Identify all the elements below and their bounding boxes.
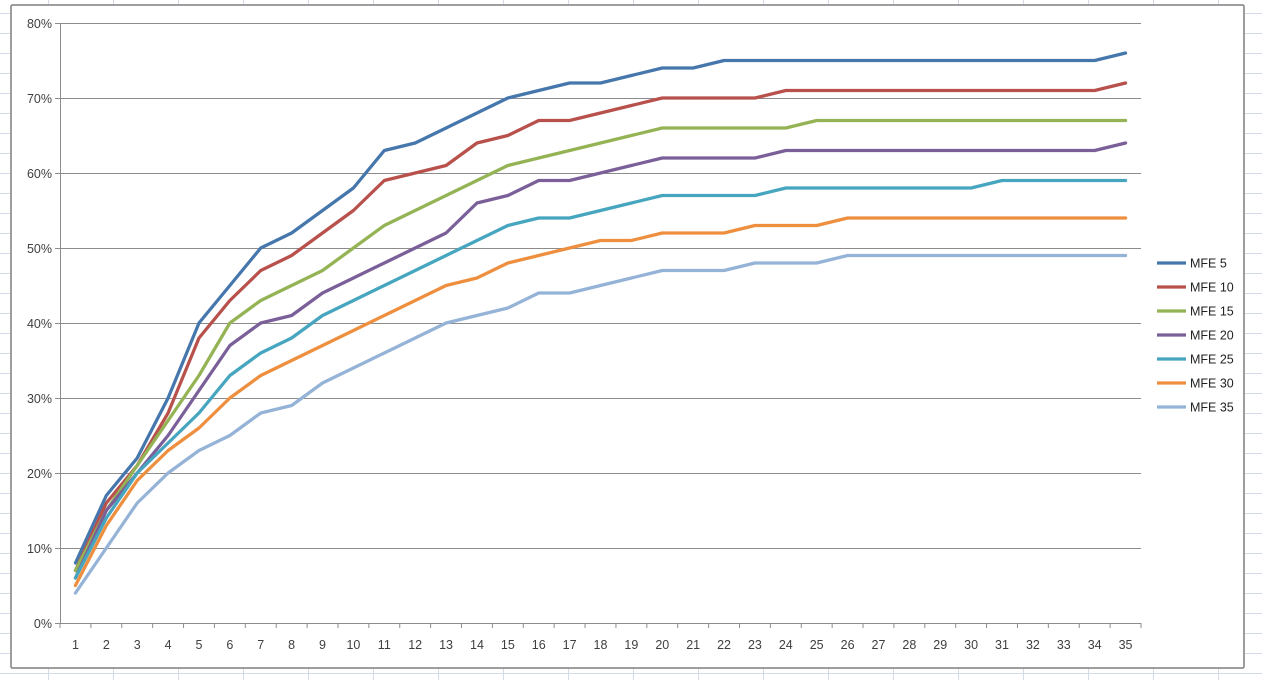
x-axis-label: 3: [134, 638, 141, 652]
x-axis-label: 15: [501, 638, 515, 652]
x-axis-label: 1: [72, 638, 79, 652]
x-axis-label: 27: [872, 638, 886, 652]
x-axis-label: 20: [655, 638, 669, 652]
series-line-mfe-30[interactable]: [73, 216, 1128, 588]
x-axis-label: 5: [196, 638, 203, 652]
x-axis-label: 33: [1057, 638, 1071, 652]
y-axis-label: 70%: [27, 92, 52, 106]
series-line-mfe-20[interactable]: [73, 141, 1128, 580]
x-axis-label: 21: [686, 638, 700, 652]
x-axis-label: 30: [964, 638, 978, 652]
x-axis-label: 13: [439, 638, 453, 652]
x-axis-label: 2: [103, 638, 110, 652]
chart-area-frame[interactable]: [10, 4, 1245, 669]
series-line-mfe-5[interactable]: [73, 51, 1128, 565]
legend-label-mfe-25[interactable]: MFE 25: [1190, 353, 1234, 367]
x-axis-label: 16: [532, 638, 546, 652]
x-axis-label: 19: [624, 638, 638, 652]
x-axis-label: 4: [165, 638, 172, 652]
x-axis-label: 35: [1119, 638, 1133, 652]
y-axis-label: 0%: [34, 617, 52, 631]
legend-label-mfe-20[interactable]: MFE 20: [1190, 329, 1234, 343]
x-axis-label: 9: [319, 638, 326, 652]
legend-label-mfe-10[interactable]: MFE 10: [1190, 281, 1234, 295]
x-axis-label: 22: [717, 638, 731, 652]
x-axis-label: 24: [779, 638, 793, 652]
series-line-mfe-25[interactable]: [73, 178, 1128, 580]
x-axis-label: 14: [470, 638, 484, 652]
x-axis-label: 34: [1088, 638, 1102, 652]
x-axis-label: 18: [594, 638, 608, 652]
x-axis-label: 11: [378, 638, 391, 652]
x-axis-label: 12: [408, 638, 422, 652]
legend-label-mfe-15[interactable]: MFE 15: [1190, 305, 1234, 319]
x-axis-label: 10: [346, 638, 360, 652]
y-axis-label: 40%: [27, 317, 52, 331]
series-line-mfe-10[interactable]: [73, 81, 1128, 573]
x-axis-label: 32: [1026, 638, 1040, 652]
legend-label-mfe-5[interactable]: MFE 5: [1190, 257, 1227, 271]
y-axis-label: 60%: [27, 167, 52, 181]
legend-label-mfe-30[interactable]: MFE 30: [1190, 377, 1234, 391]
x-axis-label: 23: [748, 638, 762, 652]
series-line-mfe-15[interactable]: [73, 118, 1128, 573]
x-axis-label: 29: [933, 638, 947, 652]
x-axis-label: 17: [563, 638, 577, 652]
series-line-mfe-35[interactable]: [73, 253, 1128, 595]
y-axis-label: 50%: [27, 242, 52, 256]
y-axis-label: 10%: [27, 542, 52, 556]
y-axis-label: 30%: [27, 392, 52, 406]
x-axis-label: 25: [810, 638, 824, 652]
legend-label-mfe-35[interactable]: MFE 35: [1190, 401, 1234, 415]
x-axis-label: 28: [902, 638, 916, 652]
x-axis-label: 31: [995, 638, 1009, 652]
x-axis-label: 8: [288, 638, 295, 652]
y-axis-label: 80%: [27, 17, 52, 31]
y-axis-label: 20%: [27, 467, 52, 481]
x-axis-label: 7: [257, 638, 264, 652]
x-axis-label: 26: [841, 638, 855, 652]
x-axis-label: 6: [226, 638, 233, 652]
